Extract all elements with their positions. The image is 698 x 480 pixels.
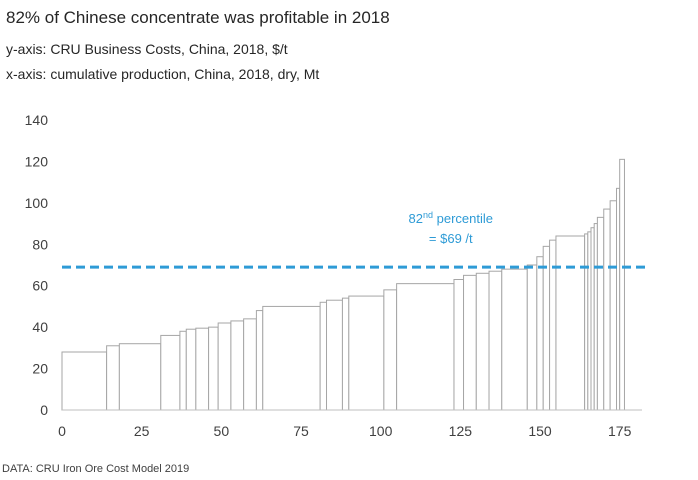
- x-tick-label: 150: [528, 423, 552, 439]
- cost-step-17: [383, 289, 398, 411]
- y-tick-label: 40: [32, 319, 48, 335]
- cost-step-4: [179, 330, 187, 411]
- cost-step-11: [255, 310, 264, 411]
- cost-step-13: [319, 301, 328, 411]
- cost-curve-chart: 0 25 50 75 100 125 150 175 0 20 40 60 80 100 120 140 8…: [25, 112, 646, 439]
- cost-step-23: [501, 268, 528, 411]
- y-tick-label: 20: [32, 361, 48, 377]
- cost-step-3: [160, 334, 181, 411]
- x-tick-label: 0: [58, 423, 66, 439]
- chart-title: 82% of Chinese concentrate was profitabl…: [6, 8, 390, 27]
- cost-step-10: [243, 318, 257, 411]
- y-axis-description: y-axis: CRU Business Costs, China, 2018,…: [6, 41, 288, 57]
- x-tick-label: 175: [608, 423, 632, 439]
- cost-step-33: [596, 216, 605, 411]
- x-tick-label: 75: [293, 423, 309, 439]
- cost-step-28: [555, 235, 586, 411]
- cost-step-9: [230, 320, 245, 411]
- cost-step-16: [348, 295, 385, 411]
- cost-step-7: [208, 326, 219, 411]
- cost-step-19: [453, 279, 465, 411]
- cost-step-18: [396, 283, 455, 411]
- cost-step-24: [526, 264, 538, 411]
- cost-step-1: [106, 345, 120, 411]
- cost-step-12: [262, 305, 321, 411]
- cost-step-26: [542, 245, 551, 411]
- cost-step-37: [619, 158, 625, 411]
- cost-step-22: [488, 270, 503, 411]
- cost-step-14: [326, 299, 343, 411]
- cost-steps: [61, 158, 625, 411]
- y-tick-label: 80: [32, 236, 48, 252]
- cost-step-0: [61, 351, 108, 411]
- cost-step-6: [195, 327, 210, 411]
- cost-step-15: [341, 297, 350, 411]
- cost-step-2: [118, 343, 162, 411]
- cost-step-5: [185, 328, 197, 411]
- x-tick-label: 25: [134, 423, 150, 439]
- x-tick-label: 50: [214, 423, 230, 439]
- y-tick-label: 60: [32, 278, 48, 294]
- y-tick-label: 0: [40, 402, 48, 418]
- y-axis-ticks: 0 20 40 60 80 100 120 140: [25, 112, 49, 418]
- y-tick-label: 140: [25, 112, 49, 128]
- percentile-label-line1: 82nd percentile: [409, 210, 493, 226]
- data-source-note: DATA: CRU Iron Ore Cost Model 2019: [2, 463, 190, 475]
- x-tick-label: 100: [369, 423, 393, 439]
- x-tick-label: 125: [449, 423, 473, 439]
- y-tick-label: 120: [25, 153, 49, 169]
- cost-step-25: [536, 256, 544, 411]
- cost-step-21: [475, 272, 490, 411]
- cost-step-35: [609, 200, 618, 411]
- y-tick-label: 100: [25, 195, 49, 211]
- percentile-label-line2: = $69 /t: [429, 231, 473, 246]
- cost-step-34: [603, 208, 611, 411]
- x-axis-ticks: 0 25 50 75 100 125 150 175: [58, 423, 631, 439]
- cost-step-20: [463, 274, 477, 411]
- cost-step-8: [217, 322, 232, 411]
- x-axis-description: x-axis: cumulative production, China, 20…: [6, 66, 320, 82]
